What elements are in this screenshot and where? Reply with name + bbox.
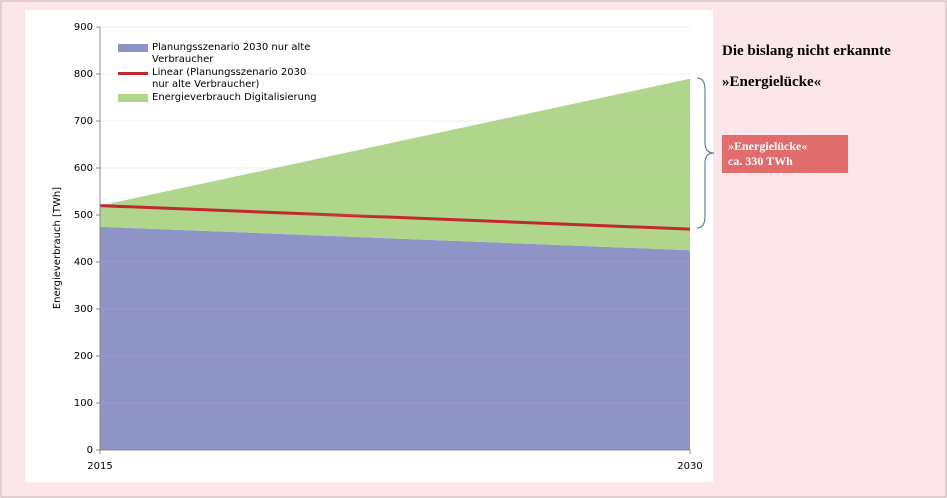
legend-item: Energieverbrauch Digitalisierung [118,92,318,104]
legend-label: Energieverbrauch Digitalisierung [152,92,317,103]
box-line: ca. 330 TWh [728,154,793,168]
x-tick-label: 2030 [677,461,702,472]
plot-area: 0 100 200 300 400 500 600 700 800 900 2015 2030 [74,22,703,472]
y-axis-label: Energieverbrauch [TWh] [52,187,63,309]
heading-line: »Energielücke« [722,74,822,90]
legend-swatch [118,44,148,52]
annotation-heading: Die bislang nicht erkannte »Energielücke… [722,36,891,98]
legend-swatch [118,72,148,75]
heading-line: Die bislang nicht erkannte [722,43,891,59]
legend-swatch [118,94,148,102]
brace [696,77,715,229]
legend: Planungsszenario 2030 nur alte Verbrauch… [118,42,318,105]
box-line: »Energielücke« [728,139,808,153]
y-tick-label: 900 [74,22,93,33]
legend-label: Planungsszenario 2030 nur alte Verbrauch… [152,42,311,65]
y-tick-label: 700 [74,116,93,127]
y-tick-label: 500 [74,210,93,221]
y-tick-label: 100 [74,398,93,409]
y-tick-label: 800 [74,69,93,80]
legend-label: Linear (Planungsszenario 2030 nur alte V… [152,67,307,90]
y-tick-label: 0 [87,445,93,456]
y-tick-label: 200 [74,351,93,362]
legend-item: Planungsszenario 2030 nur alte Verbrauch… [118,42,318,66]
y-tick-label: 300 [74,304,93,315]
y-tick-label: 600 [74,163,93,174]
legend-item: Linear (Planungsszenario 2030 nur alte V… [118,67,318,91]
x-tick-label: 2015 [87,461,112,472]
annotation-box: »Energielücke« ca. 330 TWh [722,135,848,173]
area [100,226,690,450]
area [100,78,690,251]
line [99,204,691,231]
y-tick-label: 400 [74,257,93,268]
